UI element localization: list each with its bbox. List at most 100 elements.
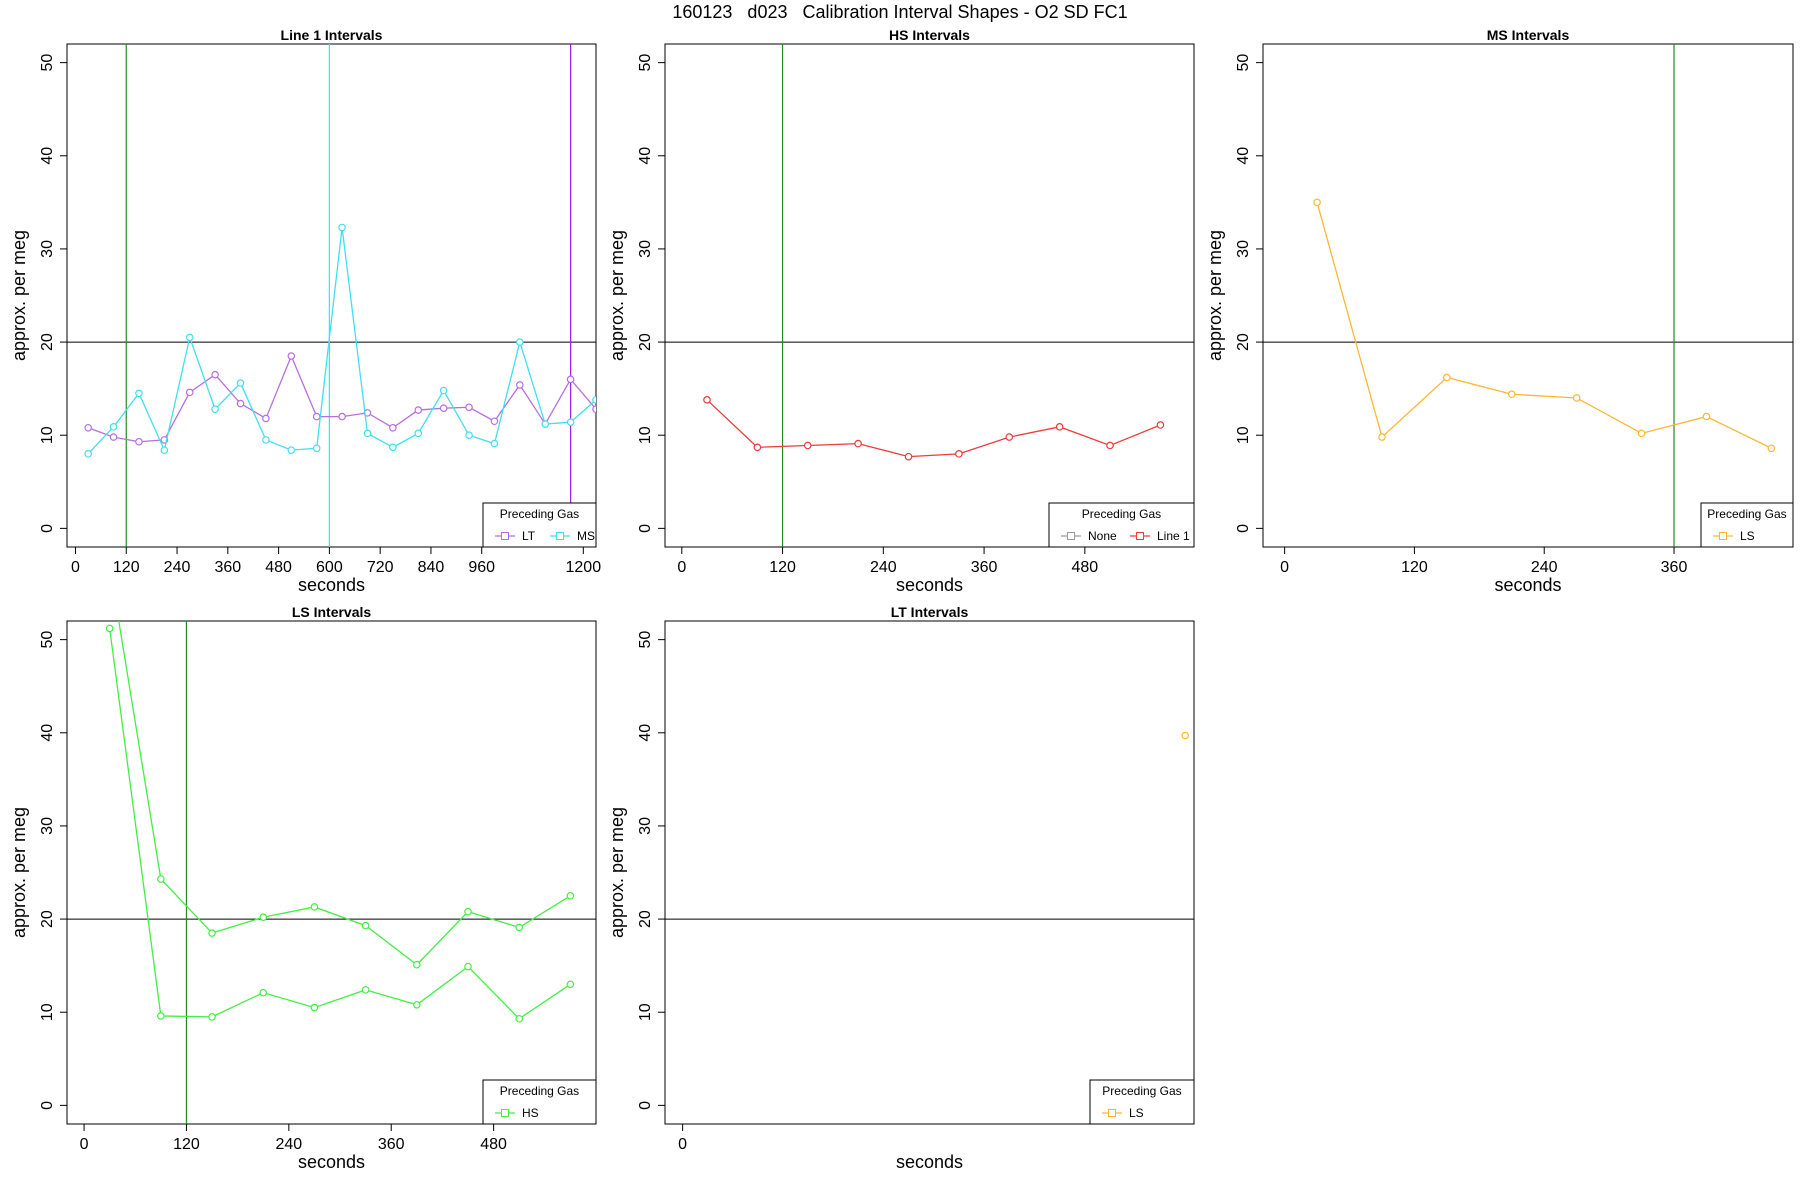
x-tick-label: 720 — [367, 559, 394, 576]
x-tick-label: 240 — [870, 559, 897, 576]
data-point — [363, 409, 372, 417]
data-point — [338, 412, 346, 421]
data-point — [414, 429, 423, 438]
data-point — [439, 404, 448, 413]
data-point — [389, 423, 397, 432]
legend-key-symbol — [501, 1109, 509, 1117]
y-tick-label: 10 — [637, 1003, 654, 1021]
data-point — [389, 443, 397, 452]
x-axis-label: seconds — [298, 1152, 365, 1172]
x-tick-label: 600 — [316, 559, 343, 576]
data-point — [312, 412, 321, 421]
y-tick-label: 30 — [1235, 240, 1252, 258]
data-point — [105, 624, 114, 633]
y-tick-label: 10 — [1235, 426, 1252, 444]
data-point — [236, 379, 245, 387]
series-line-1 — [1316, 202, 1772, 449]
y-tick-label: 20 — [637, 333, 654, 351]
data-point — [338, 223, 346, 232]
legend-key-symbol — [1108, 1109, 1116, 1117]
data-point — [1106, 441, 1114, 450]
data-point — [208, 929, 216, 937]
data-point — [566, 891, 575, 900]
y-axis-label: approx. per meg — [1205, 230, 1225, 361]
y-tick-label: 0 — [39, 524, 56, 533]
data-point — [1005, 433, 1014, 441]
y-axis-label: approx. per meg — [9, 230, 29, 361]
x-axis-label: seconds — [1494, 575, 1561, 595]
data-point — [904, 452, 913, 461]
y-tick-label: 0 — [39, 1101, 56, 1110]
x-tick-label: 360 — [1661, 559, 1688, 576]
data-point — [516, 338, 524, 346]
x-tick-label: 840 — [418, 559, 445, 576]
legend-title: Preceding Gas — [1102, 1084, 1181, 1098]
x-tick-label: 240 — [1531, 559, 1558, 576]
legend-title: Preceding Gas — [500, 507, 579, 521]
data-point — [1702, 412, 1711, 421]
data-point — [361, 921, 370, 930]
x-tick-label: 480 — [265, 559, 292, 576]
data-point — [259, 988, 268, 997]
legend-key-symbol — [556, 532, 564, 540]
data-point — [955, 450, 963, 458]
legend-key-symbol — [1719, 532, 1727, 540]
panel-title: LT Intervals — [891, 604, 969, 620]
data-point — [361, 986, 370, 994]
panel-title: Line 1 Intervals — [281, 27, 383, 43]
data-point — [592, 396, 596, 404]
data-point — [287, 352, 296, 360]
x-axis-label: seconds — [896, 1152, 963, 1172]
data-point — [363, 429, 372, 438]
data-point — [753, 443, 762, 452]
data-point — [1378, 433, 1386, 441]
chart-panel-2: HS Intervals 0 10 20 30 40 50 0 120 240 360 480 seco… — [607, 27, 1195, 595]
x-tick-label: 0 — [677, 559, 686, 576]
plot-area — [1263, 44, 1793, 547]
plot-area — [67, 44, 596, 547]
y-tick-label: 10 — [39, 1003, 56, 1021]
data-point — [135, 437, 143, 446]
y-tick-label: 40 — [1235, 147, 1252, 165]
plot-area — [665, 44, 1194, 547]
x-tick-label: 0 — [678, 1136, 687, 1153]
x-tick-label: 360 — [378, 1136, 405, 1153]
x-axis-label: seconds — [896, 575, 963, 595]
legend-title: Preceding Gas — [1082, 507, 1161, 521]
data-point — [312, 444, 321, 453]
panel-title: MS Intervals — [1487, 27, 1570, 43]
data-point — [310, 903, 319, 911]
x-tick-label: 240 — [164, 559, 191, 576]
x-tick-label: 360 — [214, 559, 241, 576]
data-point — [541, 420, 550, 428]
legend-label: LT — [522, 529, 536, 543]
legend-key-symbol — [1067, 532, 1075, 540]
legend-label: MS — [577, 529, 595, 543]
y-tick-label: 40 — [637, 147, 654, 165]
data-point — [464, 962, 472, 971]
plot-area — [67, 621, 596, 1124]
y-axis-label: approx. per meg — [607, 230, 627, 361]
data-point — [262, 436, 270, 444]
data-point — [592, 405, 596, 413]
chart-panel-3: MS Intervals 0 10 20 30 40 50 0 120 240 360 seconds… — [1205, 27, 1794, 595]
legend: Preceding Gas HS — [482, 1079, 597, 1125]
legend: Preceding Gas LS — [1700, 502, 1794, 548]
y-tick-label: 50 — [637, 54, 654, 72]
y-tick-label: 30 — [39, 817, 56, 835]
y-tick-label: 50 — [1235, 54, 1252, 72]
plot-frame — [66, 620, 597, 1125]
y-tick-label: 30 — [637, 240, 654, 258]
data-point — [211, 405, 219, 413]
data-point — [465, 431, 473, 440]
legend-title: Preceding Gas — [1707, 507, 1786, 521]
data-point — [1443, 373, 1451, 382]
data-point — [439, 386, 448, 395]
x-tick-label: 0 — [1280, 559, 1289, 576]
series-line-1 — [109, 628, 571, 1020]
y-tick-label: 20 — [39, 910, 56, 928]
y-tick-label: 20 — [39, 333, 56, 351]
chart-panel-4: LS Intervals 0 10 20 30 40 50 0 120 240 360 480 seco… — [9, 604, 597, 1172]
data-point — [236, 399, 245, 408]
